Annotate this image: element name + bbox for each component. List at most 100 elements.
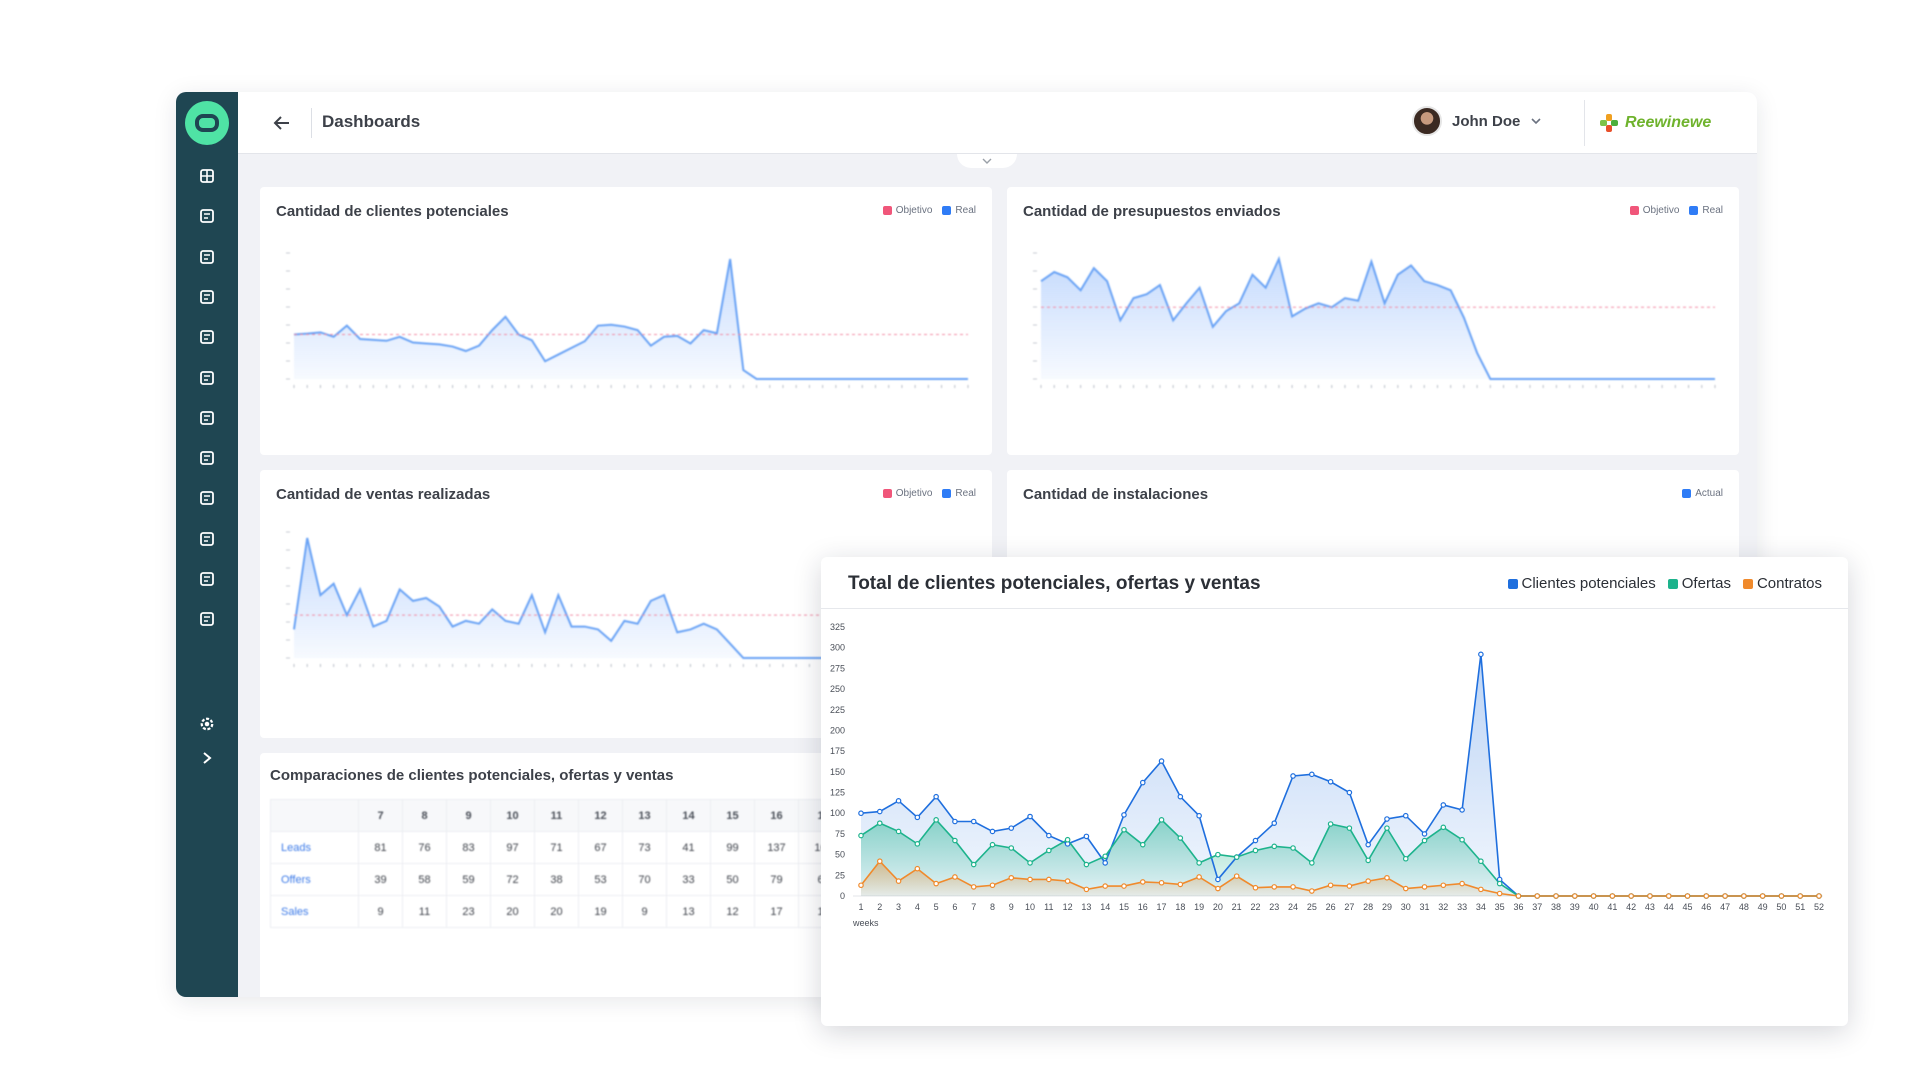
data-point[interactable] <box>1572 893 1578 899</box>
data-point[interactable] <box>858 882 864 889</box>
data-point[interactable] <box>1177 881 1184 888</box>
ticket-icon[interactable] <box>193 525 221 553</box>
data-point[interactable] <box>1027 876 1033 883</box>
calendar-user-icon[interactable] <box>193 283 221 311</box>
data-point[interactable] <box>1496 890 1503 897</box>
back-button[interactable] <box>268 109 296 137</box>
presentation-icon[interactable] <box>193 484 221 512</box>
data-point[interactable] <box>1421 837 1428 844</box>
data-point[interactable] <box>1346 825 1353 831</box>
data-point[interactable] <box>1365 857 1371 864</box>
data-point[interactable] <box>1064 836 1071 843</box>
data-point[interactable] <box>1102 860 1108 866</box>
data-point[interactable] <box>1046 876 1052 883</box>
data-point[interactable] <box>970 818 977 825</box>
data-point[interactable] <box>1459 836 1465 843</box>
gear-icon[interactable] <box>193 710 221 738</box>
data-point[interactable] <box>1196 812 1202 819</box>
data-point[interactable] <box>1046 832 1052 839</box>
data-point[interactable] <box>1102 853 1108 860</box>
data-point[interactable] <box>895 798 902 804</box>
data-point[interactable] <box>1177 793 1184 800</box>
data-point[interactable] <box>1609 893 1616 899</box>
data-point[interactable] <box>1590 893 1597 899</box>
data-point[interactable] <box>1778 893 1785 899</box>
data-point[interactable] <box>1797 893 1804 899</box>
row-label-link[interactable]: Leads <box>270 831 359 864</box>
data-point[interactable] <box>1327 821 1334 827</box>
data-point[interactable] <box>1402 855 1409 862</box>
data-point[interactable] <box>1008 874 1015 881</box>
data-point[interactable] <box>1008 825 1015 831</box>
data-point[interactable] <box>1741 893 1747 899</box>
data-point[interactable] <box>914 814 921 821</box>
data-point[interactable] <box>952 837 958 844</box>
data-point[interactable] <box>1628 893 1634 899</box>
data-point[interactable] <box>989 882 996 889</box>
data-point[interactable] <box>1346 883 1353 889</box>
data-point[interactable] <box>1290 884 1296 890</box>
data-point[interactable] <box>1309 771 1315 778</box>
data-point[interactable] <box>1478 651 1484 658</box>
data-point[interactable] <box>1440 802 1447 808</box>
data-point[interactable] <box>1008 845 1015 851</box>
data-point[interactable] <box>858 832 864 839</box>
data-point[interactable] <box>1515 893 1522 899</box>
data-point[interactable] <box>1158 879 1165 886</box>
data-point[interactable] <box>1759 893 1766 899</box>
data-point[interactable] <box>1252 837 1259 844</box>
data-point[interactable] <box>952 874 958 880</box>
data-point[interactable] <box>989 828 996 835</box>
data-point[interactable] <box>1459 807 1465 813</box>
list-form-icon[interactable] <box>193 364 221 392</box>
data-point[interactable] <box>1233 854 1240 860</box>
data-point[interactable] <box>1027 860 1033 866</box>
data-point[interactable] <box>1327 778 1334 785</box>
data-point[interactable] <box>1196 874 1202 880</box>
calendar-leads-icon[interactable] <box>193 202 221 230</box>
clipboard-icon[interactable] <box>193 323 221 351</box>
data-point[interactable] <box>895 878 902 884</box>
data-point[interactable] <box>1327 882 1334 889</box>
data-point[interactable] <box>1215 851 1221 858</box>
data-point[interactable] <box>1647 893 1653 899</box>
data-point[interactable] <box>1478 886 1484 893</box>
data-point[interactable] <box>1139 879 1146 885</box>
data-point[interactable] <box>1534 893 1541 899</box>
data-point[interactable] <box>933 880 939 887</box>
data-point[interactable] <box>1440 824 1447 831</box>
data-point[interactable] <box>895 828 902 835</box>
data-point[interactable] <box>1139 779 1146 786</box>
data-point[interactable] <box>1421 884 1428 890</box>
data-point[interactable] <box>1440 882 1447 889</box>
data-point[interactable] <box>858 810 864 817</box>
data-point[interactable] <box>1083 886 1090 893</box>
data-point[interactable] <box>1158 817 1165 823</box>
data-point[interactable] <box>1684 893 1691 899</box>
data-point[interactable] <box>1703 893 1710 899</box>
bar-chart-icon[interactable] <box>193 404 221 432</box>
data-point[interactable] <box>1233 873 1240 879</box>
chevron-right-icon[interactable] <box>193 744 221 772</box>
data-point[interactable] <box>1083 861 1090 868</box>
data-point[interactable] <box>1271 843 1278 850</box>
data-point[interactable] <box>1346 789 1353 796</box>
data-point[interactable] <box>1365 841 1371 848</box>
data-point[interactable] <box>1121 826 1127 833</box>
data-point[interactable] <box>1252 884 1259 891</box>
data-point[interactable] <box>1064 878 1071 884</box>
data-point[interactable] <box>1158 758 1165 764</box>
settings-box-icon[interactable] <box>193 444 221 472</box>
data-point[interactable] <box>1121 883 1127 889</box>
data-point[interactable] <box>914 841 921 847</box>
data-point[interactable] <box>1102 883 1108 889</box>
data-point[interactable] <box>989 841 996 848</box>
data-point[interactable] <box>1402 812 1409 819</box>
data-point[interactable] <box>876 820 883 826</box>
data-point[interactable] <box>1196 860 1202 866</box>
data-point[interactable] <box>1139 841 1146 848</box>
data-point[interactable] <box>1384 874 1390 881</box>
data-point[interactable] <box>876 808 883 815</box>
data-point[interactable] <box>1459 880 1465 887</box>
data-point[interactable] <box>1252 847 1259 854</box>
